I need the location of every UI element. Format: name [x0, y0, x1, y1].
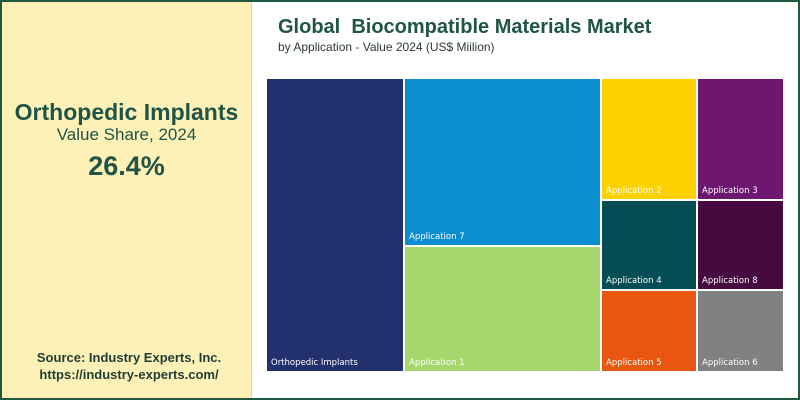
treemap-label-application-5: Application 5 — [606, 358, 662, 368]
highlight-segment-name: Orthopedic Implants — [14, 99, 239, 125]
source-note: Source: Industry Experts, Inc. https://i… — [2, 349, 256, 383]
treemap-label-application-1: Application 1 — [409, 358, 465, 368]
treemap-chart: Orthopedic Implants Application 7 Applicat… — [267, 79, 783, 371]
treemap-rect-application-4 — [602, 201, 696, 289]
treemap-rect-application-7 — [405, 79, 600, 245]
treemap-label-application-4: Application 4 — [606, 276, 662, 286]
treemap-cell-application-5: Application 5 — [602, 291, 696, 371]
treemap-rect-orthopedic-implants — [267, 79, 403, 371]
treemap-cell-application-7: Application 7 — [405, 79, 600, 245]
treemap-label-application-6: Application 6 — [702, 358, 758, 368]
treemap-label-application-8: Application 8 — [702, 276, 758, 286]
source-line: Source: Industry Experts, Inc. — [36, 350, 222, 365]
treemap-rect-application-8 — [698, 201, 783, 289]
highlight-panel: Orthopedic Implants Value Share, 2024 26… — [2, 2, 252, 398]
treemap-rect-application-6 — [698, 291, 783, 371]
treemap-cell-application-6: Application 6 — [698, 291, 783, 371]
source-url[interactable]: https://industry-experts.com/ — [39, 367, 219, 382]
treemap-label-orthopedic-implants: Orthopedic Implants — [271, 358, 358, 368]
treemap-label-application-3: Application 3 — [702, 186, 758, 196]
treemap-cell-application-4: Application 4 — [602, 201, 696, 289]
treemap-cell-application-2: Application 2 — [602, 79, 696, 199]
highlight-metric-label: Value Share, 2024 — [56, 125, 197, 144]
treemap-cell-application-3: Application 3 — [698, 79, 783, 199]
chart-title: Global Biocompatible Materials Market — [278, 16, 652, 38]
highlight-share-value: 26.4% — [88, 151, 165, 181]
treemap-label-application-2: Application 2 — [606, 186, 662, 196]
treemap-cell-orthopedic-implants: Orthopedic Implants — [267, 79, 403, 371]
treemap-cell-application-8: Application 8 — [698, 201, 783, 289]
treemap-rect-application-5 — [602, 291, 696, 371]
treemap-rect-application-1 — [405, 247, 600, 371]
treemap-cell-application-1: Application 1 — [405, 247, 600, 371]
treemap-rect-application-3 — [698, 79, 783, 199]
chart-subtitle: by Application - Value 2024 (US$ Miilion… — [278, 40, 495, 54]
treemap-rect-application-2 — [602, 79, 696, 199]
treemap-label-application-7: Application 7 — [409, 232, 465, 242]
